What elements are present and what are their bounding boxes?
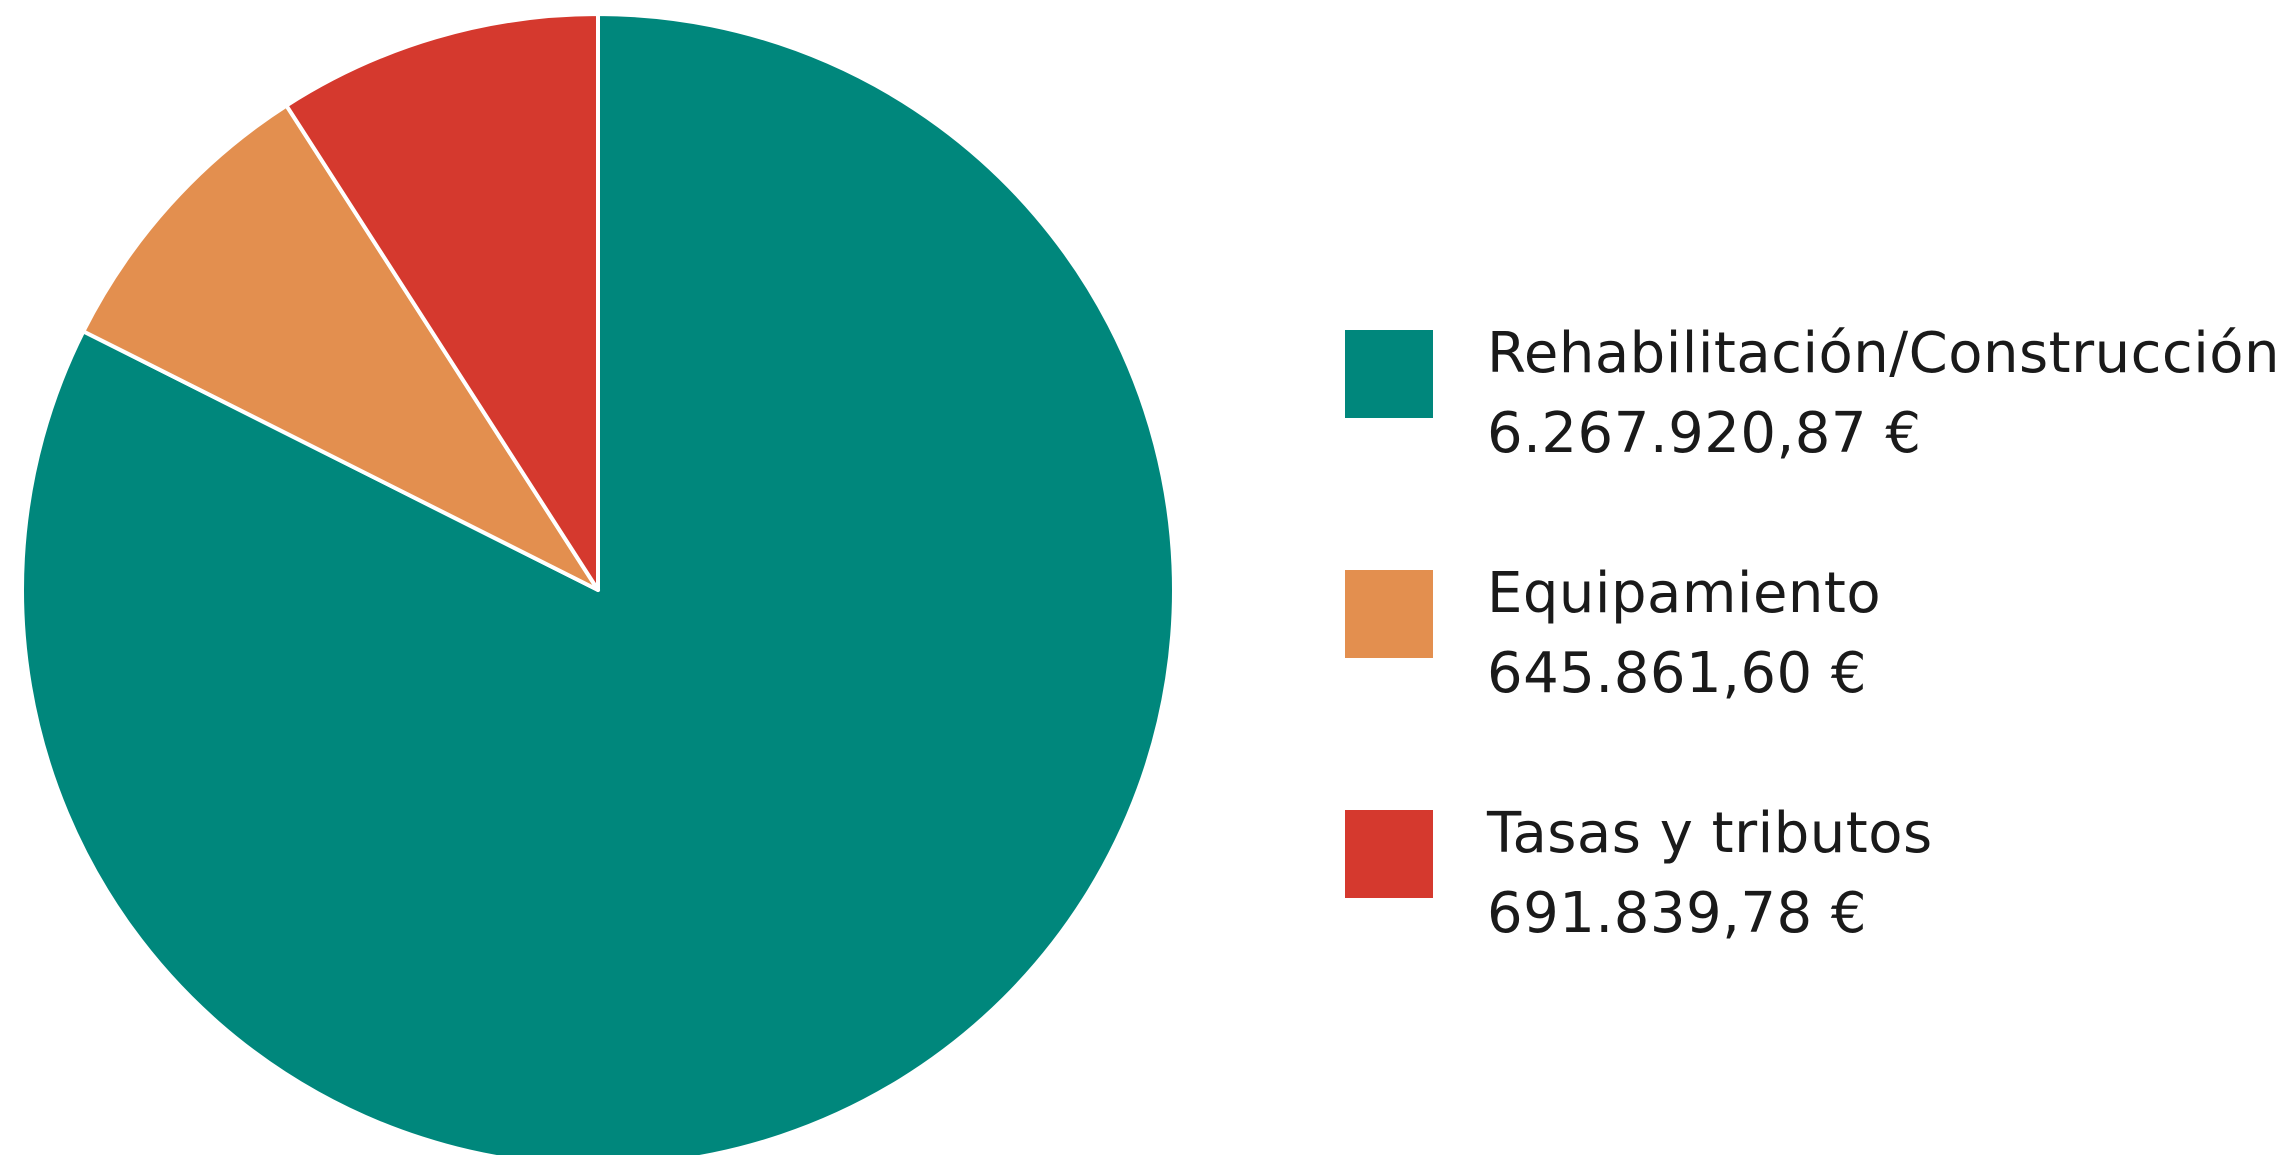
pie-chart-svg xyxy=(20,12,1176,1155)
legend-label-equipamiento: Equipamiento xyxy=(1487,561,1882,626)
legend-value-equipamiento: 645.861,60 € xyxy=(1487,641,1868,706)
legend-item-rehabilitacion: Rehabilitación/Construcción 6.267.920,87… xyxy=(1345,320,2285,560)
pie-slice-equipamiento xyxy=(81,103,600,592)
legend-value-tasas: 691.839,78 € xyxy=(1487,881,1868,946)
legend-swatch-rehabilitacion xyxy=(1345,330,1433,418)
legend-label-tasas: Tasas y tributos xyxy=(1487,801,1933,866)
legend: Rehabilitación/Construcción 6.267.920,87… xyxy=(1345,320,2285,1040)
legend-swatch-equipamiento xyxy=(1345,570,1433,658)
legend-value-rehabilitacion: 6.267.920,87 € xyxy=(1487,401,1922,466)
legend-item-tasas: Tasas y tributos 691.839,78 € xyxy=(1345,800,2285,1040)
legend-item-equipamiento: Equipamiento 645.861,60 € xyxy=(1345,560,2285,800)
pie-slice-tasas xyxy=(284,12,600,592)
legend-label-rehabilitacion: Rehabilitación/Construcción xyxy=(1487,321,2281,386)
legend-swatch-tasas xyxy=(1345,810,1433,898)
